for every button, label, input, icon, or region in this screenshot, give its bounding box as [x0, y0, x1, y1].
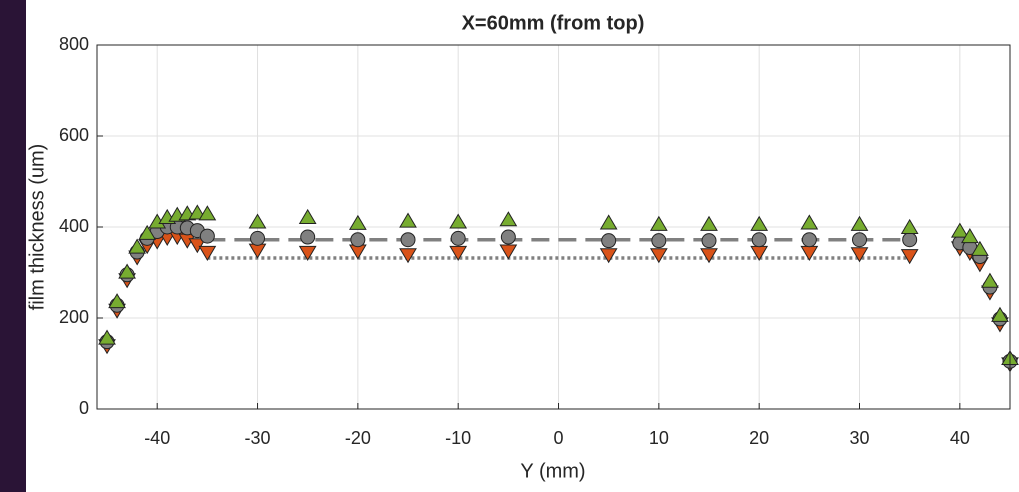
x-tick-label: -40 [144, 428, 170, 448]
marker-triangle-up [981, 272, 999, 288]
marker-triangle-up [348, 214, 367, 230]
y-axis-label: film thickness (um) [26, 144, 48, 311]
marker-triangle-up [118, 263, 136, 279]
marker-circle [751, 232, 767, 248]
marker-circle [651, 233, 667, 249]
marker-circle [701, 233, 717, 249]
marker-circle [400, 232, 416, 248]
marker-circle [500, 229, 516, 245]
marker-triangle-down [399, 248, 417, 264]
marker-circle [902, 232, 918, 248]
marker-triangle-up [128, 238, 147, 254]
marker-triangle-up [399, 212, 417, 228]
marker-triangle-down [700, 248, 718, 264]
marker-circle [801, 232, 817, 248]
y-tick-label: 0 [79, 398, 89, 418]
marker-circle [350, 232, 366, 248]
marker-triangle-up [138, 224, 157, 240]
x-tick-label: -30 [245, 428, 271, 448]
marker-triangle-down [198, 245, 217, 262]
marker-triangle-down [298, 245, 317, 262]
x-tick-label: 30 [849, 428, 869, 448]
marker-triangle-down [850, 247, 869, 263]
marker-triangle-down [499, 244, 518, 260]
marker-triangle-up [800, 214, 819, 230]
marker-triangle-up [991, 306, 1009, 322]
marker-triangle-up [960, 228, 979, 244]
axes-box [96, 44, 1011, 410]
marker-triangle-up [599, 214, 618, 230]
marker-triangle-down [649, 248, 668, 264]
y-tick-label: 800 [59, 34, 89, 54]
marker-triangle-up [198, 205, 217, 221]
marker-triangle-up [499, 211, 518, 227]
marks [98, 204, 1019, 373]
y-tick-label: 400 [59, 216, 89, 236]
marker-triangle-up [298, 208, 317, 224]
background-strip [0, 0, 26, 492]
marker-circle [450, 230, 466, 246]
marker-triangle-up [248, 213, 267, 229]
marker-triangle-down [449, 245, 468, 262]
marker-circle [250, 230, 266, 246]
chart-title: X=60mm (from top) [462, 12, 645, 34]
x-tick-label: 10 [649, 428, 669, 448]
x-tick-label: 0 [554, 428, 564, 448]
marker-circle [199, 228, 215, 244]
x-tick-label: -10 [445, 428, 471, 448]
marker-triangle-up [98, 329, 116, 345]
marker-triangle-up [750, 215, 769, 231]
marker-triangle-down [900, 249, 919, 265]
marker-triangle-down [599, 248, 618, 264]
x-tick-label: 40 [950, 428, 970, 448]
marker-circle [852, 232, 868, 248]
marker-triangle-up [700, 215, 718, 231]
marker-triangle-up [950, 222, 969, 238]
marker-triangle-down [188, 238, 207, 254]
marker-triangle-up [900, 218, 919, 235]
y-tick-label: 600 [59, 125, 89, 145]
marker-triangle-up [108, 293, 126, 309]
marker-triangle-up [971, 240, 989, 256]
y-tick-label: 200 [59, 307, 89, 327]
marker-circle [601, 233, 617, 249]
x-tick-label: -20 [345, 428, 371, 448]
marker-triangle-up [449, 213, 468, 229]
marker-triangle-up [649, 215, 668, 231]
marker-triangle-up [850, 215, 869, 231]
x-axis-label: Y (mm) [520, 460, 585, 482]
marker-circle [300, 229, 316, 245]
x-tick-label: 20 [749, 428, 769, 448]
